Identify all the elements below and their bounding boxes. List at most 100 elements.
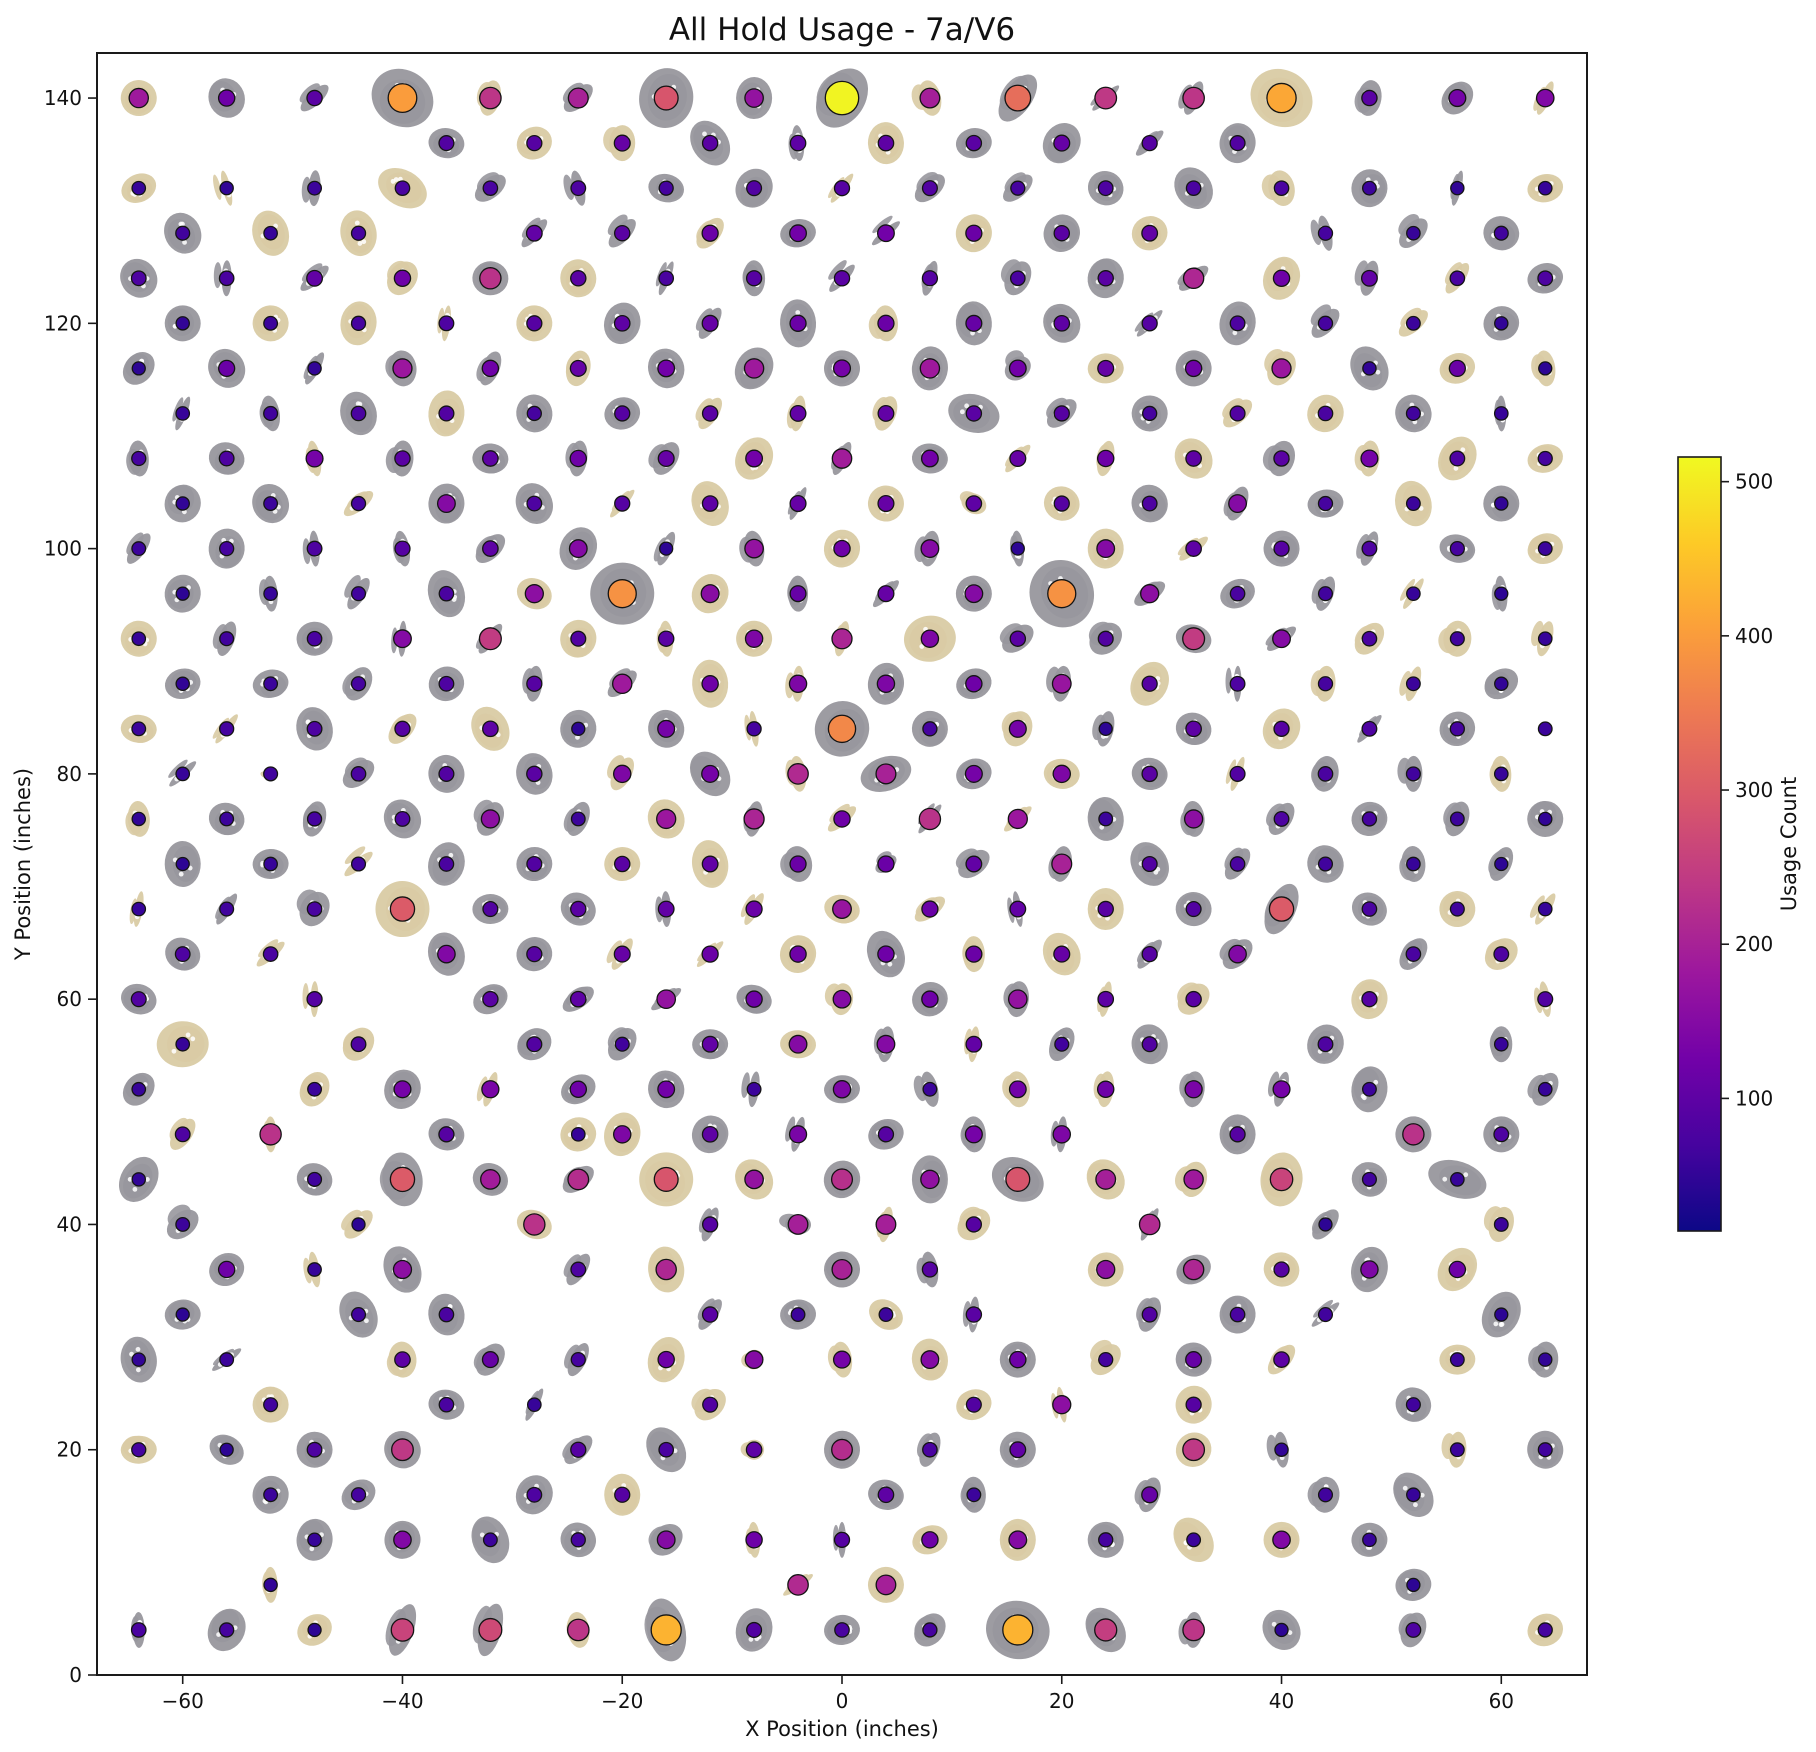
hold-usage-dot [1095, 1168, 1117, 1190]
hold-usage-dot [1361, 180, 1377, 196]
hold-usage-dot [1185, 450, 1202, 467]
hold-usage-dot [701, 134, 719, 152]
hold-usage-dot [1141, 495, 1158, 512]
hold-usage-dot [787, 1574, 809, 1596]
hold-usage-dot [1317, 856, 1334, 872]
hold-usage-dot [389, 896, 416, 922]
hold-usage-dot [701, 1306, 719, 1323]
hold-usage-dot [570, 900, 587, 918]
hold-usage-dot [350, 495, 367, 512]
hold-usage-dot [789, 224, 807, 243]
hold-usage-dot [1271, 358, 1292, 379]
hold-usage-dot [526, 495, 543, 512]
x-axis-label: X Position (inches) [745, 1717, 939, 1741]
hold-usage-dot [570, 1126, 586, 1142]
hold-usage-dot [1052, 764, 1072, 784]
hold-usage-dot [746, 1081, 762, 1097]
bolt-hole-speckle [180, 221, 185, 227]
hold-usage-dot [482, 720, 499, 738]
hold-usage-dot [479, 267, 502, 290]
bolt-hole-speckle [1287, 1630, 1293, 1635]
y-tick-label: 80 [57, 762, 82, 786]
hold-usage-dot [1229, 405, 1246, 422]
hold-usage-dot [307, 1171, 323, 1187]
hold-usage-dot [1537, 631, 1553, 647]
hold-usage-dot [350, 1036, 367, 1053]
hold-usage-dot [1097, 270, 1114, 287]
hold-usage-dot [789, 404, 807, 422]
hold-usage-dot [964, 764, 983, 783]
hold-usage-dot [743, 358, 765, 379]
hold-usage-dot [1009, 1441, 1027, 1459]
hold-usage-dot [1053, 945, 1071, 963]
hold-usage-dot [1141, 224, 1159, 242]
hold-usage-dot [571, 721, 586, 736]
hold-usage-dot [481, 1351, 499, 1369]
hold-usage-dot [1141, 675, 1158, 692]
hold-usage-dot [394, 720, 411, 737]
hold-usage-dot [876, 674, 896, 694]
hold-usage-dot [1272, 1080, 1291, 1099]
hold-usage-dot [1405, 405, 1421, 421]
bolt-hole-speckle [357, 241, 363, 246]
hold-usage-dot [701, 675, 719, 693]
hold-usage-dot [877, 224, 895, 243]
hold-usage-dot [1494, 496, 1509, 511]
hold-usage-dot [480, 1169, 501, 1190]
bolt-hole-speckle [1499, 1321, 1505, 1327]
hold-usage-dot [921, 900, 939, 918]
bolt-hole-speckle [919, 644, 925, 649]
hold-usage-dot [612, 764, 632, 784]
hold-usage-dot [789, 134, 807, 152]
hold-usage-dot [656, 1530, 676, 1550]
hold-usage-dot [788, 674, 808, 694]
hold-usage-dot [658, 180, 674, 196]
hold-usage-dot [1097, 630, 1114, 647]
hold-usage-dot [744, 1350, 764, 1370]
hold-usage-dot [1449, 450, 1466, 467]
hold-usage-dot [526, 1036, 543, 1053]
hold-usage-dot [1494, 1307, 1509, 1322]
hold-usage-dot [1449, 721, 1465, 737]
hold-usage-dot [614, 1036, 630, 1052]
hold-usage-dot [394, 180, 411, 197]
hold-usage-dot [787, 763, 809, 785]
hold-usage-dot [394, 450, 411, 467]
hold-usage-dot [877, 404, 895, 422]
hold-usage-dot [568, 539, 588, 559]
hold-usage-dot [613, 314, 631, 332]
bolt-hole-speckle [132, 1186, 138, 1192]
hold-usage-dot [1405, 946, 1422, 962]
hold-usage-dot [745, 270, 763, 287]
hold-usage-dot [789, 495, 807, 513]
hold-usage-dot [306, 720, 323, 737]
hold-usage-dot [658, 270, 675, 287]
hold-usage-dot [263, 586, 278, 602]
hold-usage-dot [1186, 1532, 1202, 1548]
hold-usage-dot [481, 359, 500, 378]
hold-usage-dot [219, 1352, 235, 1368]
hold-usage-dot [1317, 1036, 1334, 1053]
hold-usage-dot [1184, 1080, 1203, 1099]
hold-usage-dot [1360, 269, 1378, 287]
hold-usage-dot [570, 811, 586, 827]
hold-usage-dot [1229, 315, 1246, 332]
hold-usage-dot [1138, 1213, 1161, 1236]
hold-usage-dot [1537, 1442, 1553, 1458]
hold-usage-dot [526, 855, 543, 873]
hold-usage-dot [1185, 540, 1202, 557]
hold-usage-dot [877, 1126, 895, 1143]
hold-usage-dot [570, 270, 587, 287]
usage-dots-layer [128, 80, 1555, 1646]
hold-usage-dot [701, 855, 719, 873]
hold-usage-dot [657, 1080, 676, 1099]
hold-usage-dot [877, 585, 895, 603]
hold-usage-dot [1406, 856, 1421, 872]
hold-usage-dot [922, 1441, 938, 1458]
hold-usage-dot [1449, 631, 1465, 647]
bolt-hole-speckle [575, 734, 580, 740]
hold-usage-dot [919, 87, 941, 109]
hold-usage-dot [919, 358, 941, 379]
hold-usage-dot [1054, 1036, 1070, 1052]
hold-usage-dot [391, 1438, 414, 1462]
